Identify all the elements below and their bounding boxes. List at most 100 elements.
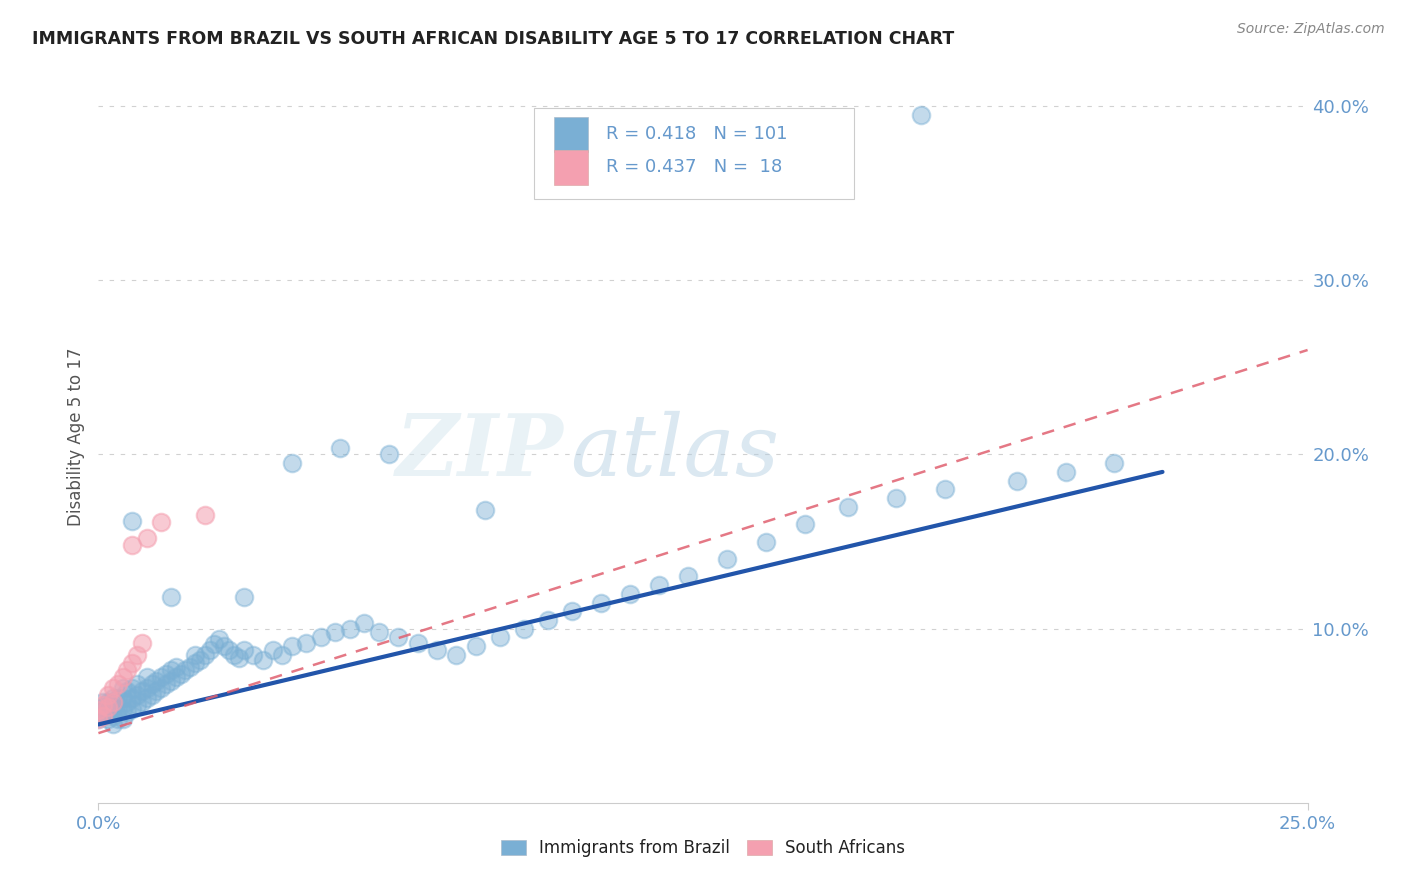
Legend: Immigrants from Brazil, South Africans: Immigrants from Brazil, South Africans <box>495 832 911 864</box>
Point <box>194 648 217 662</box>
Point <box>141 688 163 702</box>
Point <box>837 500 859 514</box>
Point <box>150 516 173 530</box>
Point <box>262 642 284 657</box>
FancyBboxPatch shape <box>554 151 588 185</box>
Point <box>87 712 110 726</box>
Point <box>160 664 183 678</box>
Point <box>242 648 264 662</box>
Point <box>101 681 124 695</box>
Point <box>218 642 240 657</box>
Point <box>377 448 399 462</box>
Point <box>97 700 120 714</box>
Point <box>222 648 245 662</box>
Point <box>111 670 134 684</box>
Text: atlas: atlas <box>569 410 779 493</box>
Point <box>281 456 304 470</box>
Point <box>111 691 134 706</box>
Point <box>111 681 134 695</box>
Point <box>271 648 294 662</box>
Point <box>537 613 560 627</box>
Point <box>232 591 254 605</box>
Point <box>121 691 143 706</box>
Point <box>145 673 167 688</box>
Point <box>101 700 124 714</box>
Point <box>91 698 114 713</box>
Point <box>107 677 129 691</box>
Point <box>127 677 149 691</box>
Point <box>561 604 583 618</box>
Point <box>474 503 496 517</box>
Point <box>127 698 149 713</box>
Point <box>97 704 120 718</box>
Point <box>188 653 211 667</box>
Point <box>121 702 143 716</box>
Point <box>208 632 231 646</box>
Point <box>1007 474 1029 488</box>
Point <box>117 664 139 678</box>
FancyBboxPatch shape <box>554 118 588 152</box>
Point <box>91 695 114 709</box>
Point <box>87 712 110 726</box>
Point <box>160 673 183 688</box>
Point <box>368 625 391 640</box>
Point <box>135 531 157 545</box>
Point <box>121 657 143 671</box>
Point <box>111 712 134 726</box>
Point <box>131 635 153 649</box>
Point <box>678 569 700 583</box>
Point <box>232 642 254 657</box>
Point <box>155 677 177 691</box>
FancyBboxPatch shape <box>534 108 855 200</box>
Point <box>121 681 143 695</box>
Point <box>145 684 167 698</box>
Text: R = 0.418   N = 101: R = 0.418 N = 101 <box>606 125 787 144</box>
Point <box>716 552 738 566</box>
Point <box>886 491 908 505</box>
Point <box>121 538 143 552</box>
Point <box>934 483 956 497</box>
Point <box>309 631 332 645</box>
Point <box>107 702 129 716</box>
Point <box>91 708 114 723</box>
Point <box>97 688 120 702</box>
Point <box>252 653 274 667</box>
Point <box>353 616 375 631</box>
Point <box>329 441 352 455</box>
Point <box>131 684 153 698</box>
Point <box>184 657 207 671</box>
Point <box>127 648 149 662</box>
Text: ZIP: ZIP <box>396 410 564 493</box>
Point <box>107 712 129 726</box>
Point <box>755 534 778 549</box>
Point <box>135 691 157 706</box>
Point <box>295 635 318 649</box>
Point <box>648 578 671 592</box>
Point <box>117 695 139 709</box>
Point <box>464 639 486 653</box>
Point <box>101 708 124 723</box>
Point <box>169 667 191 681</box>
Point <box>212 639 235 653</box>
Point <box>87 704 110 718</box>
Point <box>150 670 173 684</box>
Point <box>339 622 361 636</box>
Point <box>150 681 173 695</box>
Point <box>406 635 429 649</box>
Text: IMMIGRANTS FROM BRAZIL VS SOUTH AFRICAN DISABILITY AGE 5 TO 17 CORRELATION CHART: IMMIGRANTS FROM BRAZIL VS SOUTH AFRICAN … <box>32 29 955 47</box>
Point <box>101 695 124 709</box>
Point <box>513 622 536 636</box>
Point <box>228 651 250 665</box>
Point <box>111 702 134 716</box>
Point <box>97 712 120 726</box>
Point <box>619 587 641 601</box>
Point <box>184 648 207 662</box>
Point <box>165 660 187 674</box>
Point <box>910 108 932 122</box>
Point <box>87 705 110 719</box>
Point <box>121 514 143 528</box>
Point <box>198 642 221 657</box>
Text: R = 0.437   N =  18: R = 0.437 N = 18 <box>606 158 783 177</box>
Point <box>155 667 177 681</box>
Point <box>194 508 217 523</box>
